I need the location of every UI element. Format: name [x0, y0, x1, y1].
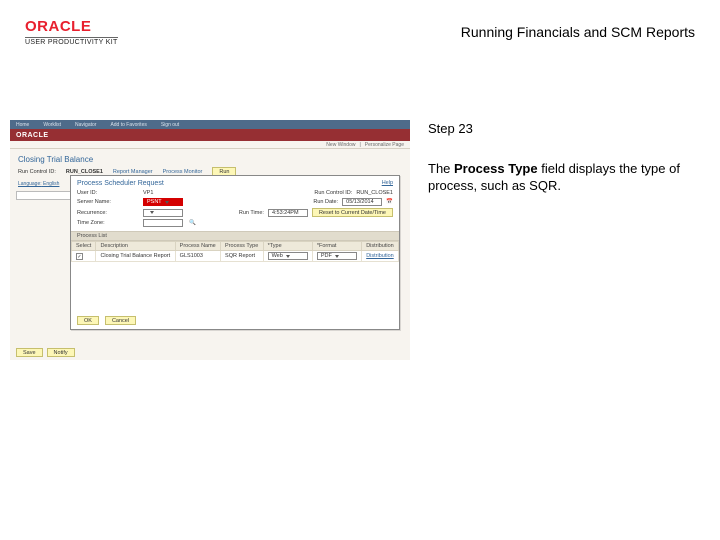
- modal-footer: OK Cancel: [77, 316, 136, 325]
- run-time-label: Run Time:: [239, 210, 264, 216]
- server-name-label: Server Name:: [77, 199, 137, 205]
- nav-navigator[interactable]: Navigator: [75, 122, 96, 128]
- row-type-select[interactable]: Web: [268, 252, 308, 260]
- run-control-value: RUN_CLOSE1: [66, 169, 103, 175]
- recurrence-label: Recurrence:: [77, 210, 137, 216]
- col-type: *Type: [263, 242, 312, 251]
- server-name-select[interactable]: PSNT: [143, 198, 183, 206]
- run-date-input[interactable]: 05/13/2014: [342, 198, 382, 206]
- nav-home[interactable]: Home: [16, 122, 29, 128]
- logo-block: ORACLE USER PRODUCTIVITY KIT: [25, 18, 118, 46]
- modal-help-link[interactable]: Help: [382, 180, 393, 186]
- oracle-logo: ORACLE: [25, 18, 91, 35]
- time-zone-label: Time Zone:: [77, 220, 137, 226]
- server-name-value: PSNT: [147, 199, 162, 205]
- col-process-name: Process Name: [175, 242, 220, 251]
- lookup-icon[interactable]: 🔍: [189, 220, 196, 226]
- app-subnav: New Window | Personalize Page: [10, 141, 410, 149]
- notify-button[interactable]: Notify: [47, 348, 75, 357]
- run-time-value: 4:53:24PM: [272, 210, 299, 216]
- content-row: Home Worklist Navigator Add to Favorites…: [10, 120, 700, 360]
- nav-signout[interactable]: Sign out: [161, 122, 179, 128]
- language-value: English: [43, 181, 59, 187]
- chevron-down-icon: [286, 255, 290, 258]
- run-control-label: Run Control ID:: [18, 169, 56, 175]
- run-date-label: Run Date:: [313, 199, 338, 205]
- table-row: ✓ Closing Trial Balance Report GLS1003 S…: [72, 251, 399, 262]
- new-window-link[interactable]: New Window: [326, 142, 355, 148]
- run-date-value: 05/13/2014: [346, 199, 374, 205]
- instruction-column: Step 23 The Process Type field displays …: [428, 120, 700, 360]
- personalize-link[interactable]: Personalize Page: [365, 142, 404, 148]
- row-type-value: Web: [272, 253, 283, 259]
- doc-title: Running Financials and SCM Reports: [461, 24, 695, 40]
- col-select: Select: [72, 242, 96, 251]
- row-select-checkbox[interactable]: ✓: [76, 253, 83, 260]
- chevron-down-icon: [335, 255, 339, 258]
- row-format-value: PDF: [321, 253, 332, 259]
- process-scheduler-modal: Process Scheduler Request Help User ID: …: [70, 175, 400, 330]
- user-id-label: User ID:: [77, 190, 137, 196]
- user-id-value: VP1: [143, 190, 153, 196]
- save-button[interactable]: Save: [16, 348, 43, 357]
- row-format-select[interactable]: PDF: [317, 252, 357, 260]
- process-list-table: Select Description Process Name Process …: [71, 241, 399, 262]
- col-description: Description: [96, 242, 175, 251]
- calendar-icon[interactable]: 📅: [386, 199, 393, 205]
- step-description: The Process Type field displays the type…: [428, 160, 700, 195]
- modal-run-control-label: Run Control ID:: [314, 190, 352, 196]
- app-brand-bar: ORACLE: [10, 129, 410, 141]
- upk-subtitle: USER PRODUCTIVITY KIT: [25, 37, 118, 46]
- page-action-buttons: Save Notify: [16, 348, 75, 357]
- reset-datetime-button[interactable]: Reset to Current Date/Time: [312, 208, 393, 217]
- modal-title: Process Scheduler Request: [71, 176, 399, 189]
- cancel-button[interactable]: Cancel: [105, 316, 136, 325]
- app-brand-text: ORACLE: [16, 132, 49, 139]
- language-label: Language:: [18, 181, 42, 187]
- ok-button[interactable]: OK: [77, 316, 99, 325]
- time-zone-input[interactable]: [143, 219, 183, 227]
- table-header-row: Select Description Process Name Process …: [72, 242, 399, 251]
- app-screenshot: Home Worklist Navigator Add to Favorites…: [10, 120, 410, 360]
- recurrence-select[interactable]: [143, 209, 183, 217]
- screenshot-column: Home Worklist Navigator Add to Favorites…: [10, 120, 410, 360]
- col-format: *Format: [312, 242, 361, 251]
- page-title: Closing Trial Balance: [10, 149, 410, 167]
- report-manager-link[interactable]: Report Manager: [113, 169, 153, 175]
- chevron-down-icon: [165, 201, 169, 204]
- desc-pre: The: [428, 161, 454, 176]
- process-list-section-header: Process List: [71, 231, 399, 241]
- chevron-down-icon: [150, 211, 154, 214]
- app-topnav: Home Worklist Navigator Add to Favorites…: [10, 120, 410, 129]
- col-process-type: Process Type: [221, 242, 264, 251]
- nav-add-favorites[interactable]: Add to Favorites: [110, 122, 146, 128]
- row-process-type: SQR Report: [221, 251, 264, 262]
- step-label: Step 23: [428, 120, 700, 138]
- row-process-name: GLS1003: [175, 251, 220, 262]
- process-monitor-link[interactable]: Process Monitor: [163, 169, 203, 175]
- doc-header: ORACLE USER PRODUCTIVITY KIT Running Fin…: [25, 18, 695, 46]
- col-distribution: Distribution: [362, 242, 399, 251]
- modal-run-control-value: RUN_CLOSE1: [356, 190, 393, 196]
- row-description: Closing Trial Balance Report: [96, 251, 175, 262]
- nav-worklist[interactable]: Worklist: [43, 122, 61, 128]
- run-time-input[interactable]: 4:53:24PM: [268, 209, 308, 217]
- row-distribution-link[interactable]: Distribution: [366, 253, 394, 259]
- desc-bold: Process Type: [454, 161, 538, 176]
